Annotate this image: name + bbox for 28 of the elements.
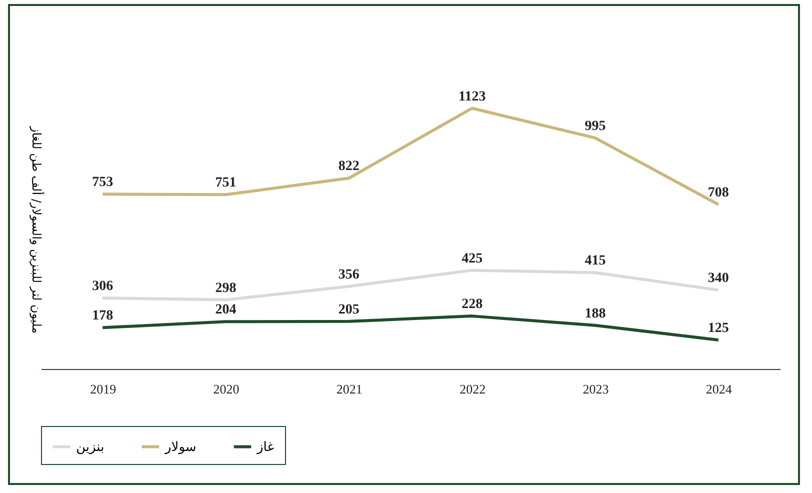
data-label: 1123 (458, 89, 486, 104)
data-label: 751 (215, 176, 236, 191)
data-label: 753 (92, 175, 114, 190)
legend-label: غاز (256, 440, 274, 455)
data-label: 708 (708, 186, 729, 201)
data-label: 995 (584, 118, 606, 134)
data-label: 204 (215, 302, 236, 318)
data-label: 340 (708, 271, 729, 286)
data-label: 822 (338, 159, 360, 174)
x-tick-label: 2023 (582, 382, 609, 396)
legend-label: بنزين (76, 440, 104, 455)
data-label: 125 (708, 320, 729, 336)
x-tick-label: 2019 (90, 382, 116, 396)
data-label: 356 (338, 267, 360, 282)
data-label: 415 (584, 254, 606, 269)
data-label: 298 (215, 280, 236, 296)
x-tick-label: 2024 (706, 382, 732, 396)
x-tick-label: 2020 (213, 382, 240, 396)
legend-label: سولار (164, 440, 196, 455)
x-tick-label: 2022 (460, 382, 486, 396)
data-label: 205 (338, 302, 360, 318)
data-label: 228 (462, 297, 483, 312)
y-axis-title: مليون لتر للبنزين والسولار/ ألف طن للغاز (30, 125, 44, 334)
x-tick-label: 2021 (336, 382, 362, 396)
data-label: 306 (92, 278, 114, 294)
data-label: 188 (584, 306, 606, 322)
data-label: 178 (92, 308, 114, 324)
data-label: 425 (462, 251, 483, 266)
